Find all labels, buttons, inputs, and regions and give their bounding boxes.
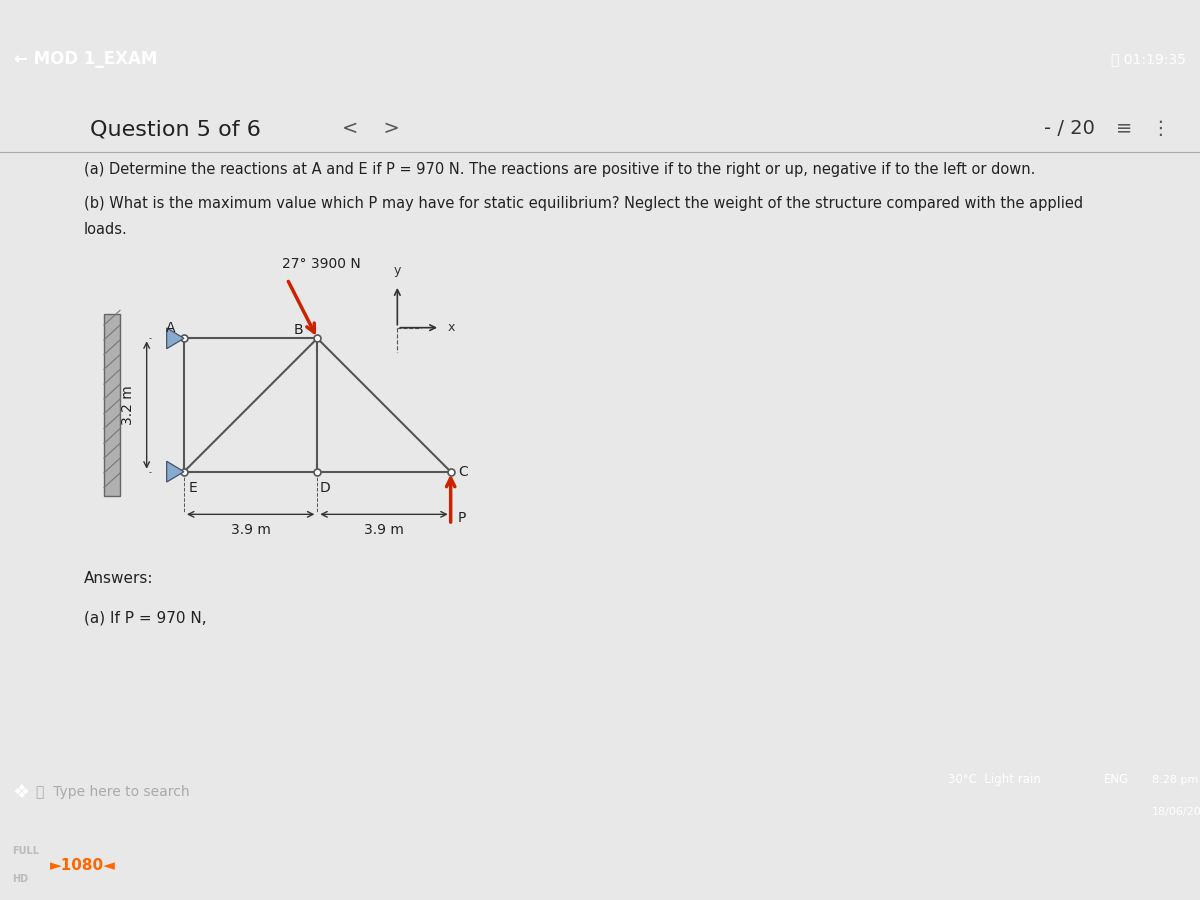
Text: 8:28 pm: 8:28 pm	[1152, 775, 1199, 785]
Text: ENG: ENG	[1104, 773, 1129, 787]
Text: P: P	[457, 511, 466, 526]
Text: 30°C  Light rain: 30°C Light rain	[948, 773, 1040, 787]
Text: (b) What is the maximum value which P may have for static equilibrium? Neglect t: (b) What is the maximum value which P ma…	[84, 196, 1084, 211]
Polygon shape	[167, 462, 184, 482]
Text: 27° 3900 N: 27° 3900 N	[282, 256, 360, 271]
Text: ← MOD 1_EXAM: ← MOD 1_EXAM	[14, 50, 157, 68]
Text: ►1080◄: ►1080◄	[50, 859, 116, 873]
Text: (a) If P = 970 N,: (a) If P = 970 N,	[84, 610, 206, 626]
Text: - / 20: - / 20	[1044, 119, 1094, 139]
Text: HD: HD	[12, 875, 28, 885]
Text: FULL: FULL	[12, 846, 38, 856]
Text: E: E	[188, 481, 198, 495]
Bar	[104, 314, 120, 496]
Text: A: A	[166, 320, 175, 335]
Text: y: y	[394, 264, 401, 277]
Text: ⌕  Type here to search: ⌕ Type here to search	[36, 785, 190, 799]
Text: Question 5 of 6: Question 5 of 6	[90, 119, 260, 140]
Text: 3.9 m: 3.9 m	[230, 523, 271, 537]
Text: ≡   ⋮: ≡ ⋮	[1116, 119, 1171, 139]
Text: 18/06/2022: 18/06/2022	[1152, 807, 1200, 817]
Text: ⓘ 01:19:35: ⓘ 01:19:35	[1111, 52, 1186, 67]
Text: loads.: loads.	[84, 222, 127, 237]
Text: B: B	[294, 323, 304, 338]
Text: C: C	[457, 464, 468, 479]
Text: ❖: ❖	[12, 782, 30, 802]
Text: 3.9 m: 3.9 m	[364, 523, 404, 537]
Text: Answers:: Answers:	[84, 572, 154, 586]
Polygon shape	[167, 328, 184, 348]
Text: x: x	[448, 321, 455, 334]
Text: D: D	[320, 481, 331, 495]
Text: <    >: < >	[342, 119, 400, 139]
Text: 3.2 m: 3.2 m	[121, 385, 134, 425]
Text: (a) Determine the reactions at A and E if P = 970 N. The reactions are positive : (a) Determine the reactions at A and E i…	[84, 162, 1036, 176]
